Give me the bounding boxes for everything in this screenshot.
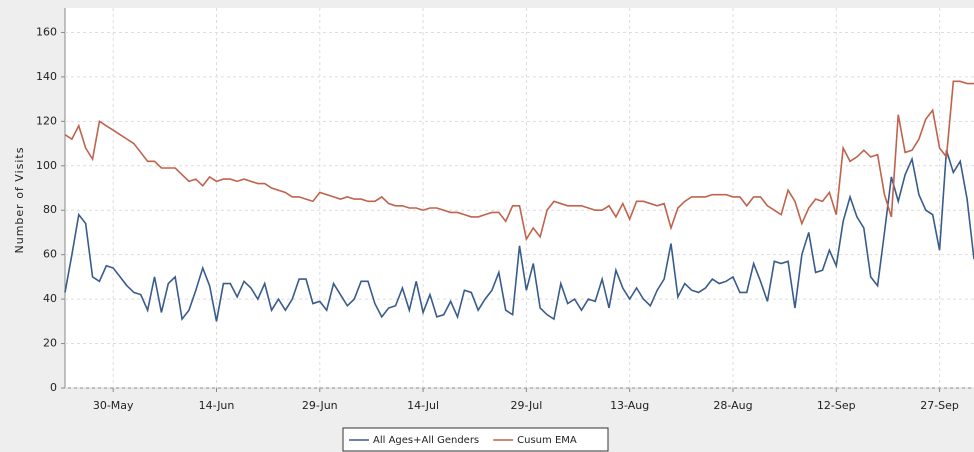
plot-area bbox=[65, 8, 974, 388]
x-tick-label: 14-Jul bbox=[407, 399, 439, 412]
y-tick-label: 140 bbox=[36, 70, 57, 83]
y-tick-label: 80 bbox=[43, 203, 57, 216]
x-tick-label: 30-May bbox=[93, 399, 134, 412]
y-tick-label: 60 bbox=[43, 248, 57, 261]
series-line bbox=[64, 80, 974, 242]
x-tick-label: 14-Jun bbox=[199, 399, 235, 412]
x-tick-label: 13-Aug bbox=[610, 399, 649, 412]
series-line bbox=[64, 149, 974, 322]
x-tick-label: 27-Sep bbox=[920, 399, 959, 412]
x-tick-label: 29-Jul bbox=[510, 399, 542, 412]
y-tick-label: 20 bbox=[43, 337, 57, 350]
y-tick-label: 160 bbox=[36, 25, 57, 38]
x-tick-label: 29-Jun bbox=[302, 399, 338, 412]
legend-label: Cusum EMA bbox=[517, 435, 577, 446]
y-tick-label: 40 bbox=[43, 292, 57, 305]
legend bbox=[342, 427, 609, 452]
x-tick-label: 12-Sep bbox=[817, 399, 856, 412]
y-axis-label: Number of Visits bbox=[13, 147, 26, 254]
y-tick-label: 100 bbox=[36, 159, 57, 172]
y-tick-label: 120 bbox=[36, 114, 57, 127]
y-tick-label: 0 bbox=[50, 381, 57, 394]
x-tick-label: 28-Aug bbox=[713, 399, 752, 412]
legend-label: All Ages+All Genders bbox=[373, 435, 479, 446]
